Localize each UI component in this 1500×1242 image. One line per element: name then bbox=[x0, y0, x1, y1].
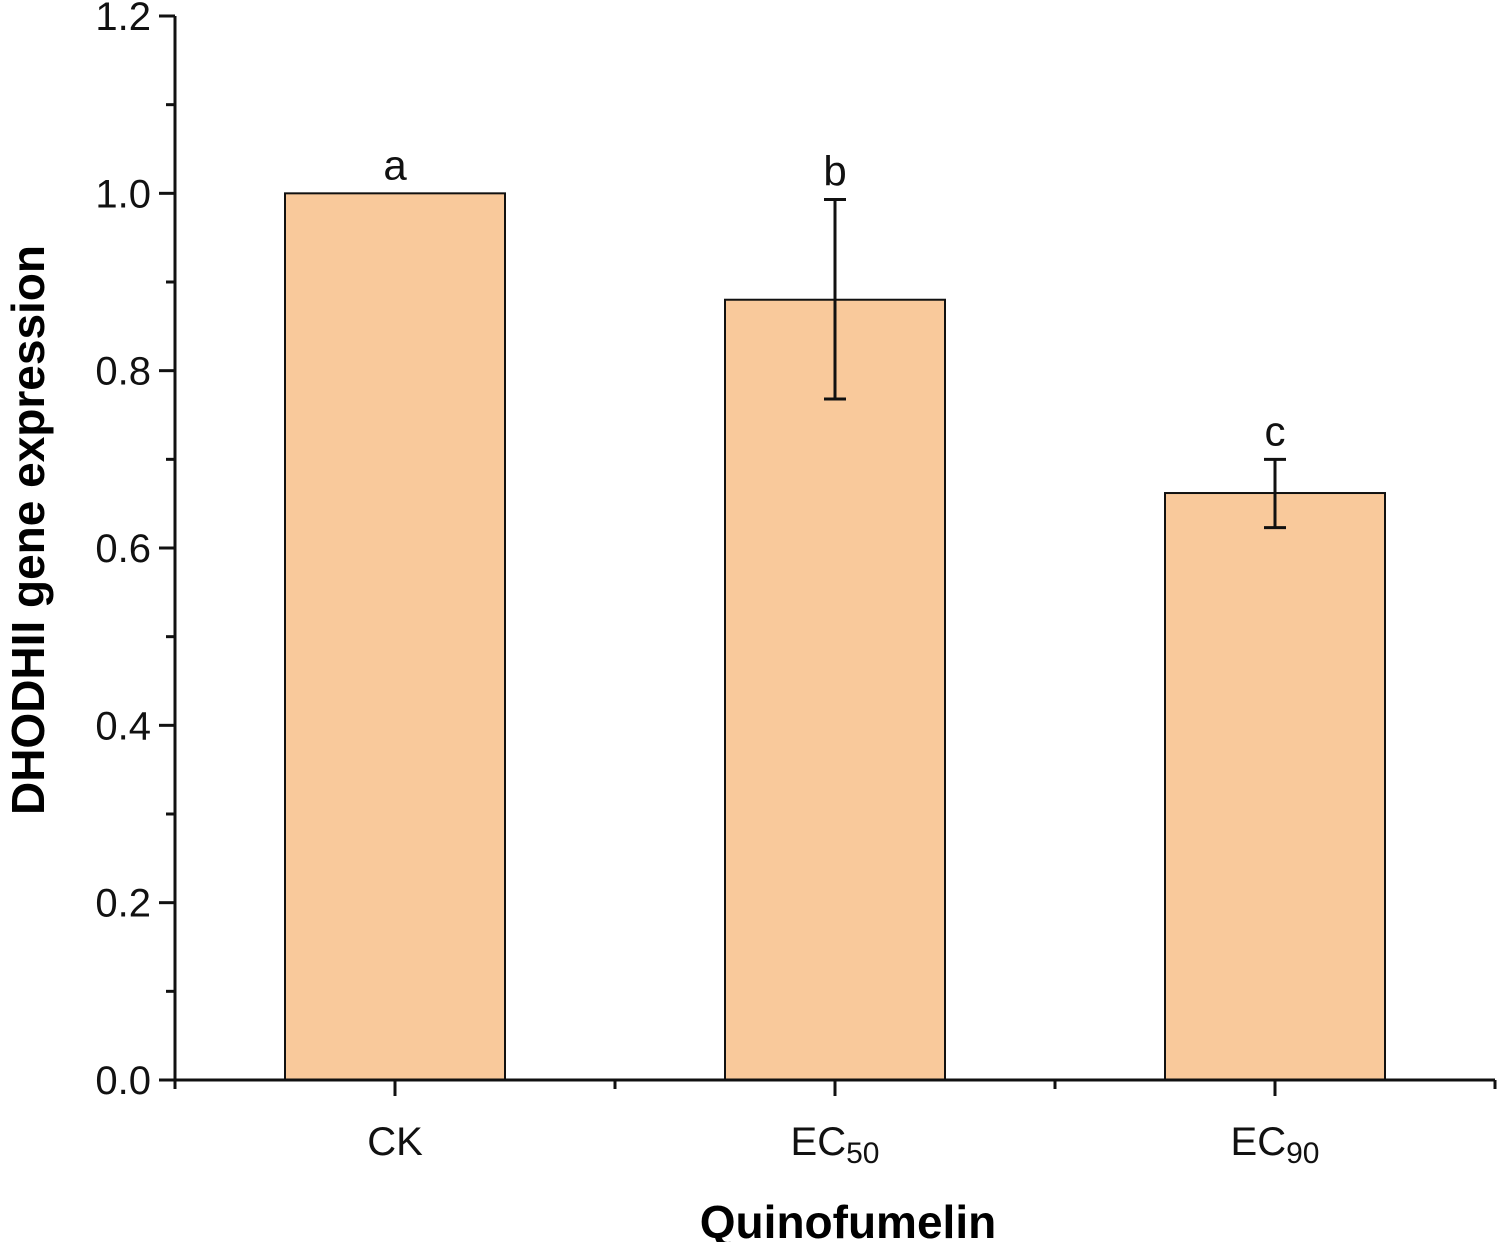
bar-0 bbox=[284, 192, 506, 1082]
bar-1 bbox=[724, 298, 946, 1081]
bar-2 bbox=[1164, 492, 1386, 1081]
error-bars-layer bbox=[824, 198, 1286, 530]
y-tick-label-2: 0.4 bbox=[95, 704, 151, 748]
x-tick-label-subscript: 90 bbox=[1286, 1137, 1319, 1170]
y-tick-label-0: 0.0 bbox=[95, 1059, 151, 1103]
y-tick-label-3: 0.6 bbox=[95, 527, 151, 571]
x-tick-label-main: EC bbox=[1231, 1120, 1287, 1164]
x-axis-title: Quinofumelin bbox=[700, 1196, 996, 1242]
significance-label-0: a bbox=[383, 141, 407, 188]
x-tick-label-subscript: 50 bbox=[846, 1137, 879, 1170]
x-tick-label-main: EC bbox=[791, 1120, 847, 1164]
significance-label-2: c bbox=[1265, 407, 1286, 454]
x-tick-label-main: CK bbox=[367, 1120, 423, 1164]
error-bar-1 bbox=[824, 198, 846, 401]
y-tick-label-6: 1.2 bbox=[95, 0, 151, 39]
labels-layer: a bc0.00.20.40.60.81.01.2CK EC50 EC90 bbox=[95, 0, 1319, 1170]
axes-layer bbox=[159, 14, 1497, 1096]
y-tick-label-5: 1.0 bbox=[95, 172, 151, 216]
y-tick-label-1: 0.2 bbox=[95, 882, 151, 926]
x-tick-label-1: EC50 bbox=[791, 1120, 880, 1170]
x-tick-label-2: EC90 bbox=[1231, 1120, 1320, 1170]
x-tick-label-0: CK bbox=[367, 1120, 423, 1164]
significance-label-1: b bbox=[823, 148, 846, 195]
y-tick-label-4: 0.8 bbox=[95, 350, 151, 394]
error-bar-2 bbox=[1264, 457, 1286, 530]
y-axis-title: DHODHII gene expression bbox=[2, 245, 54, 815]
